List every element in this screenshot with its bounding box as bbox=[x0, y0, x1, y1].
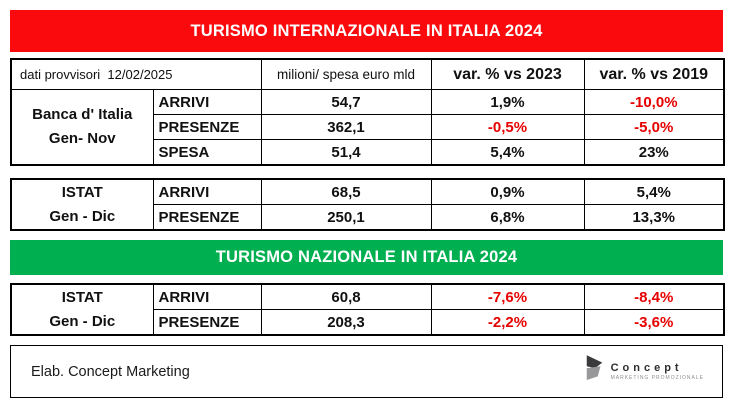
pct-value: 5,4% bbox=[636, 183, 671, 201]
var-2023-cell: 1,9% bbox=[430, 89, 585, 115]
var-2023-header: var. % vs 2023 bbox=[430, 58, 585, 90]
value-cell: 208,3 bbox=[260, 309, 432, 336]
istat-national-table: ISTAT Gen - Dic ARRIVI 60,8 -7,6% -8,4% … bbox=[10, 283, 725, 336]
footer: Elab. Concept Marketing Concept MARKETIN… bbox=[10, 345, 723, 398]
source-period: Gen - Dic bbox=[49, 312, 116, 330]
value-cell: 362,1 bbox=[260, 114, 432, 140]
table-row: SPESA 51,4 5,4% 23% bbox=[11, 139, 725, 166]
pct-value: 0,9% bbox=[490, 183, 525, 201]
pct-value: 1,9% bbox=[490, 93, 525, 111]
pct-value: -2,2% bbox=[487, 313, 528, 331]
indicator-label: ARRIVI bbox=[152, 283, 262, 310]
var-2023-cell: -7,6% bbox=[430, 283, 585, 310]
provisional-data-note: dati provvisori 12/02/2025 bbox=[10, 58, 262, 90]
table-row: ISTAT Gen - Dic ARRIVI 68,5 0,9% 5,4% bbox=[10, 178, 725, 231]
var-2019-cell: -3,6% bbox=[583, 309, 725, 336]
table-header-row: dati provvisori 12/02/2025 milioni/ spes… bbox=[10, 58, 725, 90]
source-period: Gen - Dic bbox=[49, 207, 116, 225]
value-cell: 250,1 bbox=[260, 204, 432, 231]
value-cell: 54,7 bbox=[260, 89, 432, 115]
concept-logo-name: Concept bbox=[610, 361, 683, 374]
international-banner: TURISMO INTERNAZIONALE IN ITALIA 2024 bbox=[10, 10, 723, 52]
table-row: PRESENZE 208,3 -2,2% -3,6% bbox=[11, 309, 725, 336]
var-2019-header: var. % vs 2019 bbox=[583, 58, 725, 90]
var-2023-cell: 5,4% bbox=[430, 139, 585, 166]
source-name: ISTAT bbox=[61, 288, 103, 306]
source-name: ISTAT bbox=[61, 183, 103, 201]
var-2023-cell: -0,5% bbox=[430, 114, 585, 140]
unit-header: milioni/ spesa euro mld bbox=[260, 58, 432, 90]
pct-value: -0,5% bbox=[487, 118, 528, 136]
pct-value: 23% bbox=[638, 143, 669, 161]
var-2019-cell: 13,3% bbox=[583, 204, 725, 231]
source-period: Gen- Nov bbox=[48, 130, 116, 147]
concept-logo-icon bbox=[584, 354, 606, 389]
pct-value: 6,8% bbox=[490, 208, 525, 226]
pct-value: -3,6% bbox=[634, 313, 674, 331]
istat-international-table: ISTAT Gen - Dic ARRIVI 68,5 0,9% 5,4% PR… bbox=[10, 178, 725, 231]
concept-logo-text: Concept MARKETING PROMOZIONALE bbox=[610, 361, 704, 381]
var-2019-cell: 23% bbox=[583, 139, 725, 166]
table-row: PRESENZE 250,1 6,8% 13,3% bbox=[11, 204, 725, 231]
var-2019-cell: -5,0% bbox=[583, 114, 725, 140]
table-row: ISTAT Gen - Dic ARRIVI 60,8 -7,6% -8,4% bbox=[10, 283, 725, 336]
pct-value: 5,4% bbox=[490, 143, 525, 161]
table-row: PRESENZE 362,1 -0,5% -5,0% bbox=[11, 114, 725, 140]
indicator-label: ARRIVI bbox=[152, 178, 262, 205]
var-2019-cell: 5,4% bbox=[583, 178, 725, 205]
pct-value: -8,4% bbox=[634, 288, 674, 306]
concept-logo-tagline: MARKETING PROMOZIONALE bbox=[610, 374, 704, 381]
pct-value: -7,6% bbox=[487, 288, 528, 306]
pct-value: 13,3% bbox=[632, 208, 676, 226]
source-name: Banca d' Italia bbox=[32, 106, 133, 123]
var-2023-cell: -2,2% bbox=[430, 309, 585, 336]
source-cell-istat: ISTAT Gen - Dic bbox=[10, 178, 154, 231]
pct-value: -10,0% bbox=[630, 93, 678, 111]
source-cell-istat-national: ISTAT Gen - Dic bbox=[10, 283, 154, 336]
var-2019-cell: -8,4% bbox=[583, 283, 725, 310]
footer-credit: Elab. Concept Marketing bbox=[31, 363, 190, 380]
pct-value: -5,0% bbox=[634, 118, 674, 136]
var-2023-cell: 6,8% bbox=[430, 204, 585, 231]
indicator-label: SPESA bbox=[152, 139, 262, 166]
value-cell: 51,4 bbox=[260, 139, 432, 166]
value-cell: 60,8 bbox=[260, 283, 432, 310]
indicator-label: PRESENZE bbox=[152, 114, 262, 140]
value-cell: 68,5 bbox=[260, 178, 432, 205]
var-2019-cell: -10,0% bbox=[583, 89, 725, 115]
international-table: dati provvisori 12/02/2025 milioni/ spes… bbox=[10, 58, 726, 166]
indicator-label: PRESENZE bbox=[152, 204, 262, 231]
table-row: Banca d' Italia Gen- Nov ARRIVI 54,7 1,9… bbox=[10, 89, 725, 166]
var-2023-cell: 0,9% bbox=[430, 178, 585, 205]
indicator-label: ARRIVI bbox=[152, 89, 262, 115]
source-cell-bankitalia: Banca d' Italia Gen- Nov bbox=[10, 89, 154, 166]
national-banner: TURISMO NAZIONALE IN ITALIA 2024 bbox=[10, 240, 723, 275]
concept-logo: Concept MARKETING PROMOZIONALE bbox=[584, 354, 704, 389]
indicator-label: PRESENZE bbox=[152, 309, 262, 336]
